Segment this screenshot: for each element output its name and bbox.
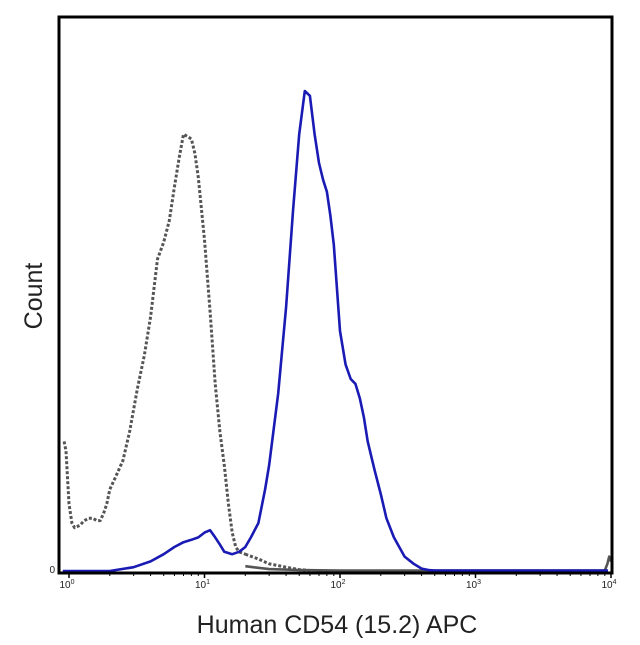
y-axis-title: Count [20,263,48,330]
x-axis-title: Human CD54 (15.2) APC [197,611,478,639]
x-tick-label: 102 [330,579,345,591]
plot-frame [57,15,614,575]
histogram-series-1-line [244,552,311,572]
x-tick-label: 101 [195,579,210,591]
y-tick-label: 0 [49,565,55,576]
histogram-series-3-line [62,89,608,573]
x-tick-label: 100 [59,579,74,591]
x-tick-label: 104 [601,579,616,591]
histogram-series-0-line [62,132,246,556]
x-tick-label: 103 [466,579,481,591]
